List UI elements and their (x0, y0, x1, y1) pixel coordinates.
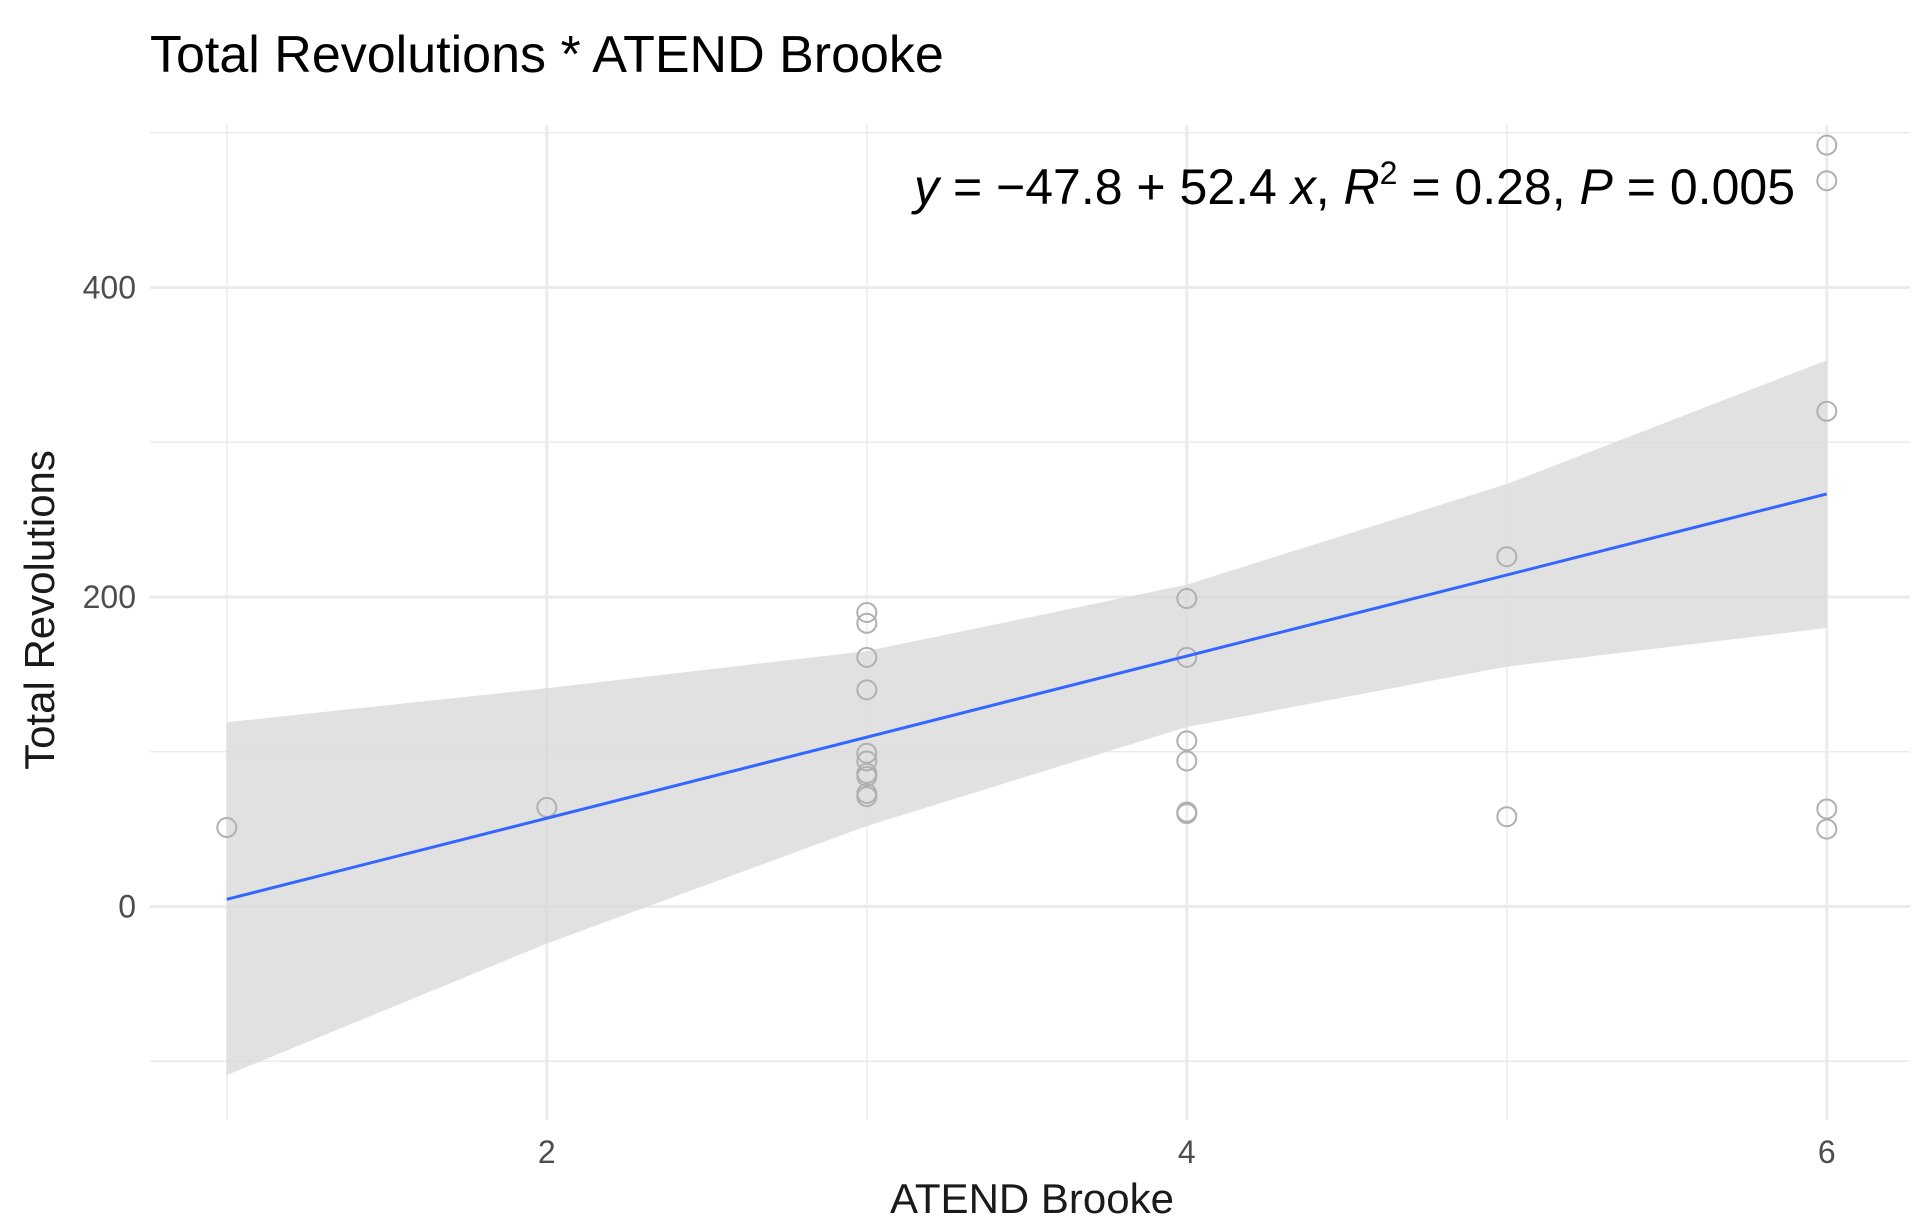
data-point (856, 679, 878, 701)
equation-r-var: R (1344, 159, 1380, 215)
chart-title: Total Revolutions * ATEND Brooke (150, 26, 944, 84)
confidence-band (226, 360, 1827, 1076)
x-tick-label: 4 (1178, 1134, 1196, 1170)
data-point (1496, 806, 1518, 828)
equation-p-var: P (1580, 159, 1614, 215)
equation-r-superscript: 2 (1380, 155, 1398, 191)
data-point (1176, 803, 1198, 825)
y-tick-label: 400 (83, 269, 136, 305)
fit-line-layer (226, 492, 1828, 901)
equation-body: = −47.8 + 52.4 (939, 159, 1291, 215)
data-point (856, 646, 878, 668)
data-point (1176, 750, 1198, 772)
x-tick-labels: 2 4 6 (538, 1134, 1836, 1170)
data-point (856, 750, 878, 772)
data-point (856, 786, 878, 808)
data-point (1816, 400, 1838, 422)
y-tick-label: 0 (118, 888, 136, 924)
data-point (856, 742, 878, 764)
data-point (216, 817, 238, 839)
fit-line (226, 492, 1828, 901)
y-tick-label: 200 (83, 579, 136, 615)
data-point (856, 601, 878, 623)
regression-equation: y = −47.8 + 52.4 x, R2 = 0.28, P = 0.005 (911, 155, 1795, 215)
data-point (1816, 818, 1838, 840)
y-tick-labels: 0 200 400 (83, 269, 136, 924)
equation-separator: , (1316, 159, 1344, 215)
data-point (1816, 134, 1838, 156)
equation-p-value: = 0.005 (1613, 159, 1795, 215)
data-point (1496, 546, 1518, 568)
data-point (1816, 170, 1838, 192)
y-axis-title: Total Revolutions (16, 450, 63, 770)
confidence-band-layer (226, 360, 1827, 1076)
data-point (1176, 588, 1198, 610)
x-tick-label: 2 (538, 1134, 556, 1170)
data-point (856, 765, 878, 787)
data-point (1816, 798, 1838, 820)
x-tick-label: 6 (1818, 1134, 1836, 1170)
data-points (216, 134, 1838, 840)
x-axis-title: ATEND Brooke (890, 1175, 1174, 1222)
equation-x-var: x (1289, 159, 1318, 215)
equation-r-value: = 0.28, (1397, 159, 1579, 215)
equation-y-var: y (911, 159, 942, 215)
data-point (1176, 730, 1198, 752)
data-point (856, 612, 878, 634)
